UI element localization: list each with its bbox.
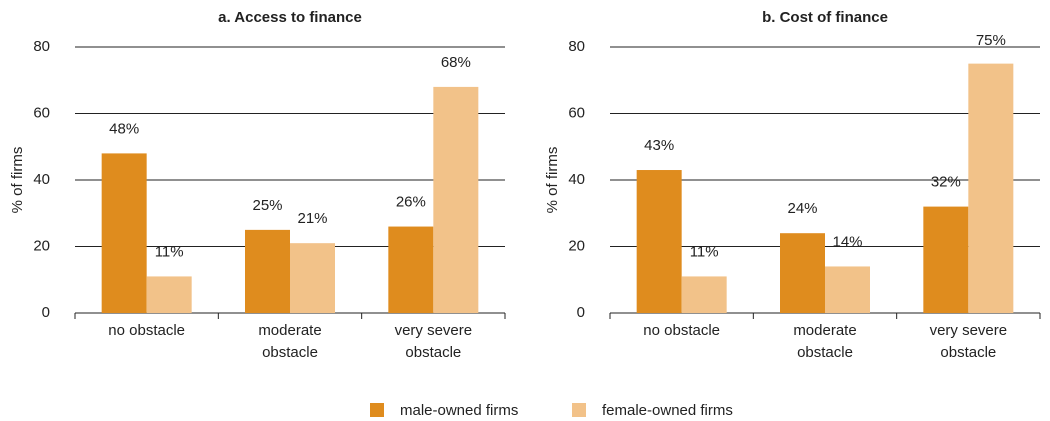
data-label: 48% — [109, 120, 139, 137]
legend-swatch — [572, 403, 586, 417]
bar — [101, 153, 147, 313]
x-tick-label: very severe obstacle — [929, 322, 1008, 361]
data-label: 75% — [976, 32, 1006, 49]
bar — [433, 86, 479, 314]
bar — [245, 229, 290, 313]
y-tick-label: 0 — [577, 304, 585, 321]
y-tick-label: 80 — [33, 38, 50, 55]
bar — [825, 266, 870, 313]
bar — [923, 206, 969, 313]
bar — [780, 233, 825, 313]
y-tick-label: 40 — [568, 171, 585, 188]
data-label: 11% — [690, 243, 719, 260]
chart-title: b. Cost of finance — [762, 9, 888, 26]
x-tick-label: moderate obstacle — [793, 322, 857, 361]
legend-swatch — [370, 403, 384, 417]
x-tick-label: no obstacle — [108, 322, 186, 339]
data-label: 32% — [931, 174, 961, 191]
y-tick-label: 40 — [33, 171, 50, 188]
bar — [146, 276, 192, 313]
y-tick-label: 60 — [33, 104, 50, 121]
data-label: 25% — [252, 197, 282, 214]
x-tick-label: no obstacle — [643, 322, 721, 339]
data-label: 26% — [396, 194, 426, 211]
data-label: 43% — [644, 137, 674, 154]
legend-label: male-owned firms — [400, 402, 518, 419]
y-tick-label: 0 — [42, 304, 50, 321]
y-tick-label: 20 — [33, 237, 50, 254]
x-tick-label: moderate obstacle — [258, 322, 322, 361]
y-tick-label: 60 — [568, 104, 585, 121]
chart-title: a. Access to finance — [218, 9, 362, 26]
data-label: 14% — [832, 233, 862, 250]
data-label: 21% — [297, 210, 327, 227]
y-tick-label: 20 — [568, 237, 585, 254]
y-axis-label: % of firms — [9, 147, 26, 214]
bar — [681, 276, 727, 313]
bar — [968, 63, 1014, 313]
x-tick-label: very severe obstacle — [394, 322, 473, 361]
y-tick-label: 80 — [568, 38, 585, 55]
bar — [636, 170, 682, 313]
data-label: 11% — [155, 243, 184, 260]
y-axis-label: % of firms — [544, 147, 561, 214]
bar — [290, 243, 335, 313]
data-label: 24% — [787, 200, 817, 217]
legend-label: female-owned firms — [602, 402, 733, 419]
bar — [388, 226, 434, 313]
data-label: 68% — [441, 54, 471, 71]
